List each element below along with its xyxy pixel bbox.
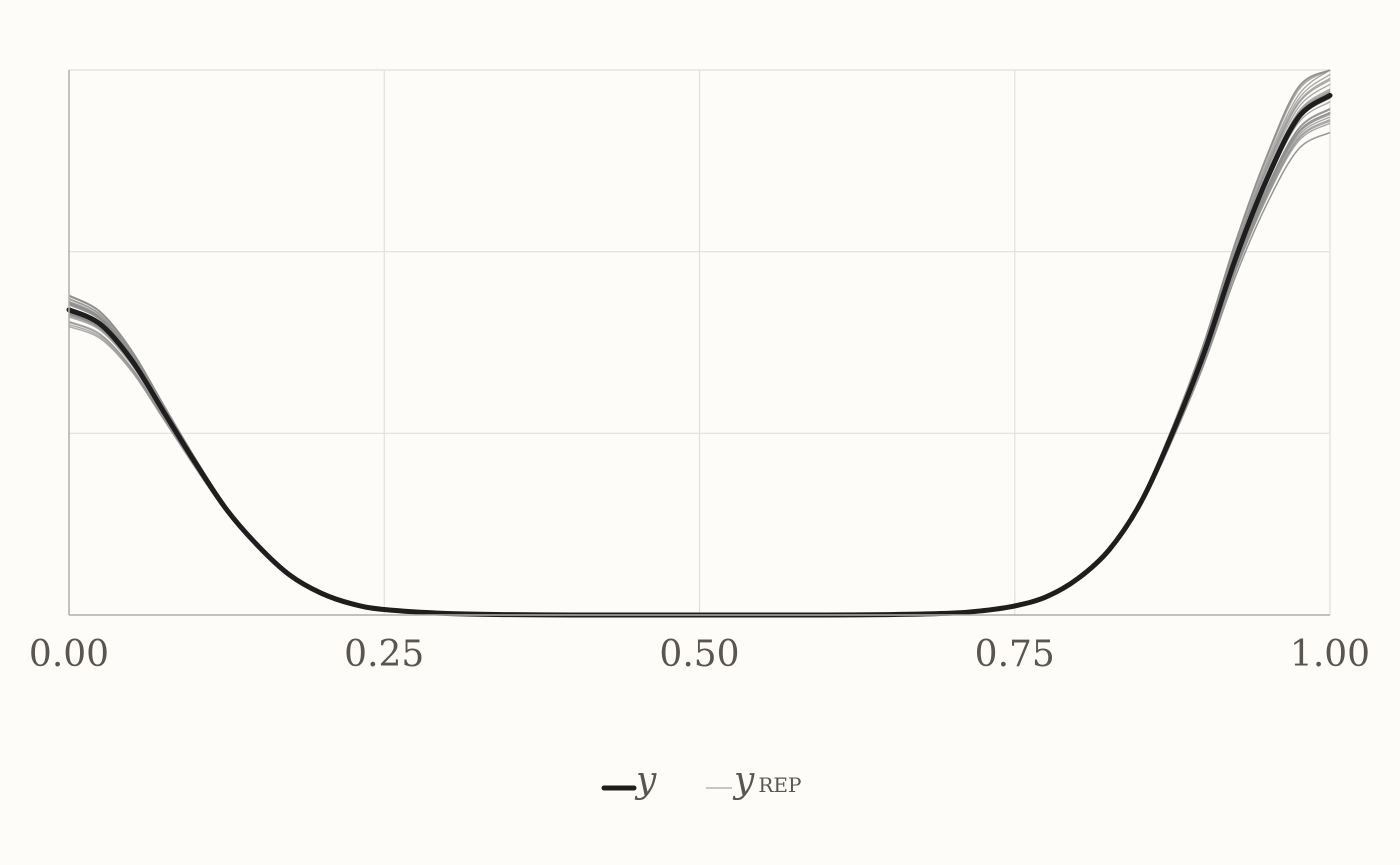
legend-label-replicate: y REP (732, 760, 801, 801)
legend: y y REP (601, 760, 801, 801)
x-tick-label-2: 0.50 (659, 634, 739, 675)
x-tick-label-4: 1.00 (1290, 634, 1370, 675)
x-tick-label-0: 0.00 (29, 634, 109, 675)
grid-layer (68, 69, 1331, 616)
x-tick-label-3: 0.75 (975, 634, 1055, 675)
axis-layer (68, 70, 1330, 616)
legend-label-replicate-main: y (732, 760, 755, 801)
x-tick-label-1: 0.25 (344, 634, 424, 675)
legend-label-replicate-subscript: REP (758, 773, 801, 797)
legend-label-observed: y (634, 760, 657, 801)
x-tick-labels: 0.00 0.25 0.50 0.75 1.00 (29, 634, 1370, 675)
